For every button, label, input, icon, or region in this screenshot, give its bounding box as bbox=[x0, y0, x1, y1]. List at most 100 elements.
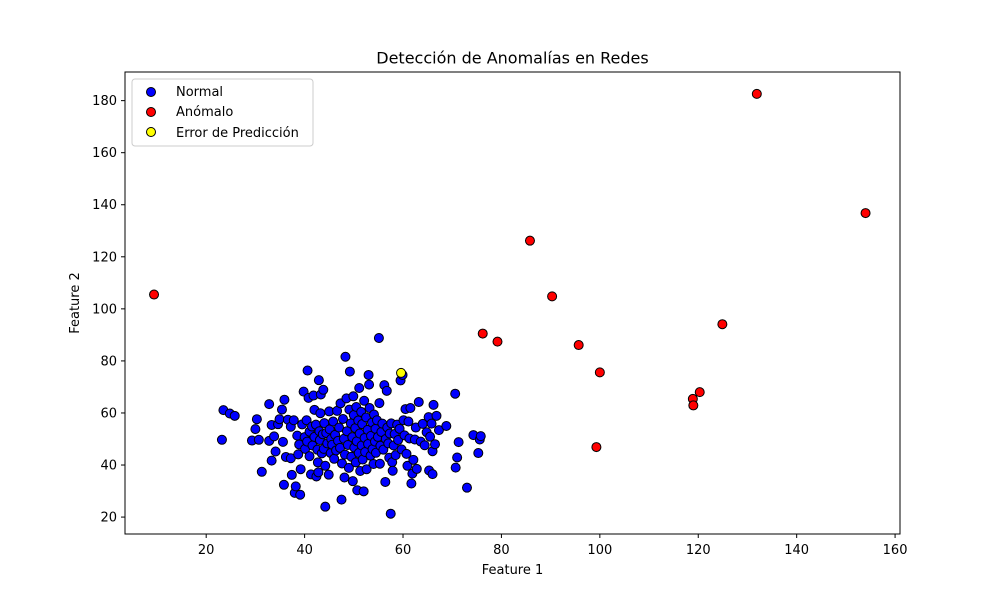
legend-marker-anomalo bbox=[146, 107, 156, 117]
data-point bbox=[427, 469, 438, 480]
data-point bbox=[320, 501, 331, 512]
data-point bbox=[573, 340, 584, 351]
legend-box bbox=[131, 78, 314, 147]
legend: Normal Anómalo Error de Predicción bbox=[131, 78, 314, 147]
y-tick-label: 100 bbox=[92, 302, 117, 317]
data-point bbox=[363, 369, 374, 380]
data-point bbox=[216, 434, 227, 445]
data-point bbox=[453, 437, 464, 448]
data-point bbox=[313, 467, 324, 478]
data-point bbox=[591, 442, 602, 453]
data-point bbox=[293, 449, 304, 460]
data-point bbox=[717, 319, 728, 330]
data-point bbox=[347, 476, 358, 487]
y-tick-label: 40 bbox=[100, 459, 117, 474]
data-point bbox=[408, 454, 419, 465]
x-axis-label: Feature 1 bbox=[482, 563, 544, 578]
data-point bbox=[279, 394, 290, 405]
data-point bbox=[302, 365, 313, 376]
data-point bbox=[430, 439, 440, 450]
data-point bbox=[337, 458, 347, 469]
data-point bbox=[253, 434, 264, 445]
y-tick-label: 180 bbox=[92, 94, 117, 109]
y-tick-label: 120 bbox=[92, 250, 117, 265]
legend-label-anomalo: Anómalo bbox=[176, 105, 233, 120]
y-tick-label: 80 bbox=[100, 354, 117, 369]
data-point bbox=[313, 375, 324, 386]
y-tick-label: 60 bbox=[100, 406, 117, 421]
data-point bbox=[339, 472, 350, 483]
data-point bbox=[860, 208, 871, 219]
data-point bbox=[547, 291, 558, 302]
data-point bbox=[402, 460, 413, 471]
data-point bbox=[256, 466, 267, 477]
data-point bbox=[364, 379, 375, 390]
data-point bbox=[295, 464, 306, 475]
data-point bbox=[277, 436, 288, 447]
data-point bbox=[358, 486, 369, 497]
data-point bbox=[361, 464, 372, 475]
x-tick-label: 100 bbox=[587, 543, 612, 558]
data-point bbox=[751, 88, 762, 99]
data-point bbox=[405, 403, 416, 414]
data-point bbox=[295, 489, 306, 500]
data-point bbox=[286, 469, 297, 480]
data-point bbox=[354, 382, 365, 393]
data-point bbox=[344, 366, 355, 377]
plot-area-frame bbox=[124, 71, 901, 535]
data-point bbox=[473, 448, 484, 459]
legend-item-anomalo: Anómalo bbox=[146, 105, 233, 120]
data-point bbox=[274, 414, 285, 425]
data-point bbox=[431, 410, 442, 421]
data-points bbox=[149, 88, 871, 519]
data-point bbox=[594, 367, 605, 378]
data-point bbox=[428, 399, 439, 410]
x-tick-label: 60 bbox=[395, 543, 412, 558]
x-tick-label: 140 bbox=[784, 543, 809, 558]
data-point bbox=[387, 465, 398, 476]
data-point bbox=[461, 482, 472, 493]
y-axis-label: Feature 2 bbox=[68, 272, 83, 334]
data-point bbox=[278, 479, 289, 490]
data-point bbox=[276, 404, 287, 415]
data-point bbox=[337, 413, 348, 424]
legend-item-normal: Normal bbox=[146, 85, 223, 100]
data-point bbox=[401, 448, 412, 459]
data-point bbox=[396, 367, 407, 378]
legend-marker-normal bbox=[146, 87, 156, 97]
data-point bbox=[381, 385, 392, 396]
data-point bbox=[373, 333, 384, 344]
data-point bbox=[419, 440, 430, 451]
data-point bbox=[149, 289, 160, 300]
data-point bbox=[320, 460, 331, 471]
series-1-points bbox=[149, 88, 871, 453]
chart-title: Detección de Anomalías en Redes bbox=[376, 49, 648, 68]
data-point bbox=[343, 462, 354, 473]
data-point bbox=[288, 415, 299, 426]
data-point bbox=[450, 388, 461, 399]
data-point bbox=[340, 351, 351, 362]
data-point bbox=[336, 494, 347, 505]
x-tick-label: 80 bbox=[493, 543, 510, 558]
x-tick-label: 160 bbox=[883, 543, 908, 558]
y-tick-label: 160 bbox=[92, 146, 117, 161]
data-point bbox=[229, 410, 240, 421]
data-point bbox=[385, 508, 396, 519]
x-tick-label: 20 bbox=[198, 543, 215, 558]
data-point bbox=[269, 431, 280, 442]
data-point bbox=[304, 451, 315, 462]
data-point bbox=[411, 463, 422, 474]
legend-label-normal: Normal bbox=[176, 85, 223, 100]
data-point bbox=[694, 387, 705, 398]
legend-label-error-prediccion: Error de Predicción bbox=[176, 126, 299, 141]
data-point bbox=[301, 415, 312, 426]
data-point bbox=[450, 462, 461, 473]
data-point bbox=[328, 416, 339, 427]
data-point bbox=[380, 476, 391, 487]
series-2-points bbox=[396, 367, 407, 378]
data-point bbox=[374, 398, 385, 409]
data-point bbox=[348, 391, 359, 402]
data-point bbox=[266, 455, 277, 466]
